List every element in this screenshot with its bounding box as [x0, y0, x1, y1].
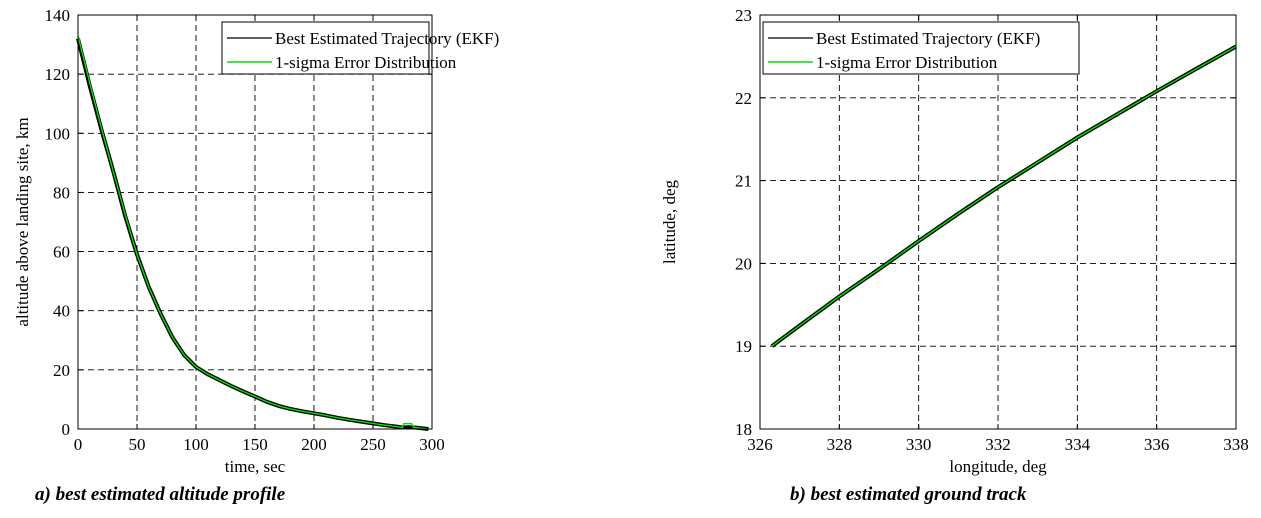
chart-1-ytick-label: 20 [735, 254, 752, 273]
chart-1-ylabel: latitude, deg [660, 179, 679, 264]
chart-1-legend-label-1: 1-sigma Error Distribution [816, 53, 998, 72]
chart-0-ytick-label: 60 [53, 243, 70, 262]
chart-1-series-0-line [770, 44, 1237, 348]
chart-1-caption: b) best estimated ground track [790, 484, 1027, 505]
chart-0-series-1-line [77, 35, 429, 430]
chart-0-ytick-label: 140 [45, 6, 71, 25]
chart-1-xtick-label: 326 [747, 435, 773, 454]
chart-0-xtick-label: 150 [242, 435, 268, 454]
ground-track-chart-panel: 326 328 330 332 334 336 338 18 19 20 21 22 23 longitu… [660, 6, 1249, 505]
chart-1-legend-box [762, 21, 1080, 75]
chart-0-xtick-label: 100 [183, 435, 209, 454]
chart-1-xtick-label: 336 [1144, 435, 1170, 454]
chart-1-xtick-label: 330 [906, 435, 932, 454]
chart-1-ytick-label: 22 [735, 89, 752, 108]
chart-0-xtick-label: 250 [360, 435, 386, 454]
chart-1-xtick-label: 328 [827, 435, 853, 454]
chart-0-xtick-label: 300 [419, 435, 445, 454]
chart-0-xtick-label: 50 [129, 435, 146, 454]
chart-1-ytick-label: 18 [735, 420, 752, 439]
chart-0-legend-box [221, 21, 430, 75]
chart-0-legend-label-1: 1-sigma Error Distribution [275, 53, 457, 72]
chart-1-ytick-label: 19 [735, 337, 752, 356]
chart-0-xtick-label: 0 [74, 435, 83, 454]
chart-0-xlabel: time, sec [225, 457, 286, 476]
chart-1-xtick-label: 334 [1065, 435, 1091, 454]
chart-0-ytick-label: 80 [53, 183, 70, 202]
chart-0-ytick-label: 0 [62, 420, 71, 439]
chart-0-ytick-label: 120 [45, 65, 71, 84]
chart-1-legend-label-0: Best Estimated Trajectory (EKF) [816, 29, 1040, 48]
chart-1-xtick-label: 332 [985, 435, 1011, 454]
chart-1-xtick-label: 338 [1223, 435, 1249, 454]
chart-1-legend: Best Estimated Trajectory (EKF) 1-sigma E… [762, 21, 1080, 75]
chart-0-legend-label-0: Best Estimated Trajectory (EKF) [275, 29, 499, 48]
chart-0-legend: Best Estimated Trajectory (EKF) 1-sigma E… [221, 21, 499, 75]
chart-1-ytick-label: 21 [735, 172, 752, 191]
chart-0-ytick-label: 20 [53, 361, 70, 380]
chart-0-caption: a) best estimated altitude profile [35, 484, 286, 505]
chart-0-xtick-label: 200 [301, 435, 327, 454]
chart-1-ytick-label: 23 [735, 6, 752, 25]
chart-1-xlabel: longitude, deg [949, 457, 1047, 476]
chart-0-ytick-label: 40 [53, 302, 70, 321]
chart-1-series-1-line [771, 45, 1237, 347]
altitude-chart-panel: 0 50 100 150 200 250 300 0 20 40 60 80 100 120 140 time… [13, 6, 499, 505]
chart-0-ytick-label: 100 [45, 124, 71, 143]
chart-0-ylabel: altitude above landing site, km [13, 117, 32, 326]
